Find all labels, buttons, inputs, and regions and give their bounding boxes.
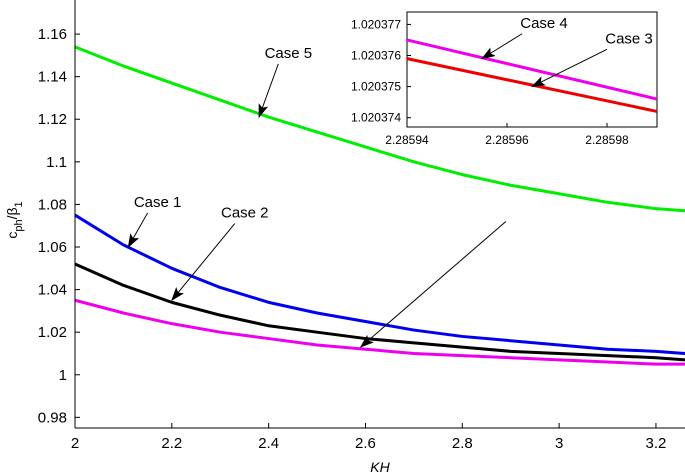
x-ticks-group: 2 2.2 2.4 2.6 2.8 3 3.2 xyxy=(71,423,667,452)
inset-x-tick-label: 2.28598 xyxy=(585,133,629,147)
main-annotation-arrow-1 xyxy=(258,63,279,119)
inset-series-line-1 xyxy=(406,38,658,101)
inset-annotations-group: Case 4 Case 3 xyxy=(481,15,653,88)
main-y-tick-label: 1.12 xyxy=(38,111,67,128)
main-x-tick-label: 3 xyxy=(555,435,563,452)
main-y-tick-label: 1.1 xyxy=(46,154,67,171)
main-x-tick-label: 2.2 xyxy=(161,435,182,452)
y-ticks-group: 0.98 1 1.02 1.04 1.06 1.08 1.1 1.12 1.14 1.16 xyxy=(38,26,80,426)
main-annotation-label-2: Case 1 xyxy=(134,194,182,211)
main-annotation-arrow-2 xyxy=(127,212,149,248)
inset-annotation-label-1: Case 4 xyxy=(520,15,568,32)
main-y-tick-label: 1.02 xyxy=(38,324,67,341)
main-y-tick-label: 1 xyxy=(59,367,67,384)
main-annotation-arrow-3 xyxy=(171,223,236,302)
inset-y-tick-label: 1.020375 xyxy=(351,80,401,94)
inset-y-tick-label: 1.020377 xyxy=(351,17,401,31)
inset-x-tick-label: 2.28594 xyxy=(385,133,429,147)
main-y-tick-label: 1.16 xyxy=(38,26,67,43)
inset-x-ticks-group: 2.28594 2.28596 2.28598 xyxy=(385,123,629,147)
main-x-tick-label: 2.6 xyxy=(355,435,376,452)
main-y-tick-label: 0.98 xyxy=(38,409,67,426)
inset-x-tick-label: 2.28596 xyxy=(485,133,529,147)
main-y-tick-label: 1.08 xyxy=(38,196,67,213)
main-x-tick-label: 3.2 xyxy=(646,435,667,452)
x-axis-label: KH xyxy=(370,459,390,474)
main-x-tick-label: 2.4 xyxy=(258,435,279,452)
y-axis-label-slash: /β xyxy=(4,207,20,219)
inset-plot-area: Case 4 Case 3 2.28594 2.28596 2.28598 1.020… xyxy=(351,11,658,147)
main-annotation-label-1: Case 5 xyxy=(265,45,313,62)
main-y-tick-label: 1.04 xyxy=(38,282,67,299)
main-series-line-2 xyxy=(74,213,685,355)
inset-annotation-label-2: Case 3 xyxy=(605,30,653,47)
inset-y-tick-label: 1.020376 xyxy=(351,49,401,63)
main-series-line-4 xyxy=(74,298,685,366)
main-y-tick-label: 1.06 xyxy=(38,239,67,256)
main-x-tick-label: 2.8 xyxy=(452,435,473,452)
main-annotation-arrow-4 xyxy=(359,221,507,348)
y-axis-label-main: c xyxy=(4,232,20,239)
main-series-line-1 xyxy=(74,45,685,213)
y-axis-label: cph/β1 xyxy=(4,201,25,238)
inset-annotation-arrow-1 xyxy=(481,33,523,60)
main-x-tick-label: 2 xyxy=(71,435,79,452)
main-annotation-label-3: Case 2 xyxy=(221,205,269,222)
inset-annotation-arrow-2 xyxy=(531,48,608,88)
main-series-line-3 xyxy=(74,262,685,362)
main-series-group xyxy=(74,45,685,366)
y-axis-label-sub2: 1 xyxy=(13,201,25,207)
main-y-tick-label: 1.14 xyxy=(38,69,67,86)
svg-text:cph/β1: cph/β1 xyxy=(4,201,25,238)
inset-y-tick-label: 1.020374 xyxy=(351,111,401,125)
main-annotations-group: Case 5 Case 1 Case 2 xyxy=(127,45,507,348)
y-axis-label-sub: ph xyxy=(13,219,25,231)
inset-y-ticks-group: 1.020374 1.020375 1.020376 1.020377 xyxy=(351,17,411,125)
